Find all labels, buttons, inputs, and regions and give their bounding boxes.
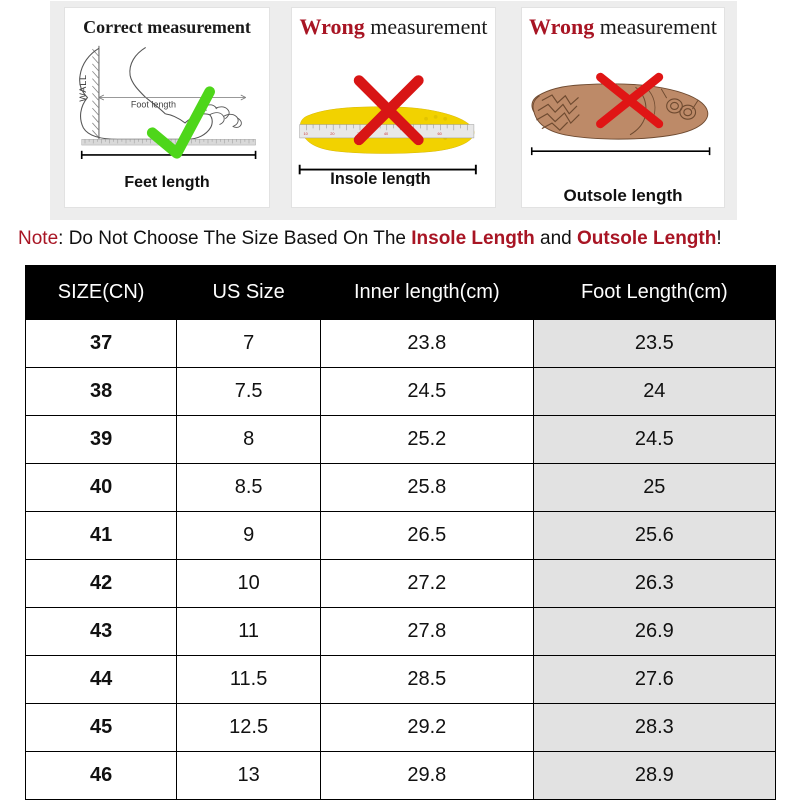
svg-text:60: 60 [438, 132, 442, 136]
svg-text:10: 10 [303, 132, 307, 136]
svg-text:20: 20 [330, 132, 334, 136]
svg-text:Insole length: Insole length [330, 170, 430, 186]
svg-text:Foot length: Foot length [131, 99, 176, 109]
svg-text:40: 40 [384, 132, 388, 136]
